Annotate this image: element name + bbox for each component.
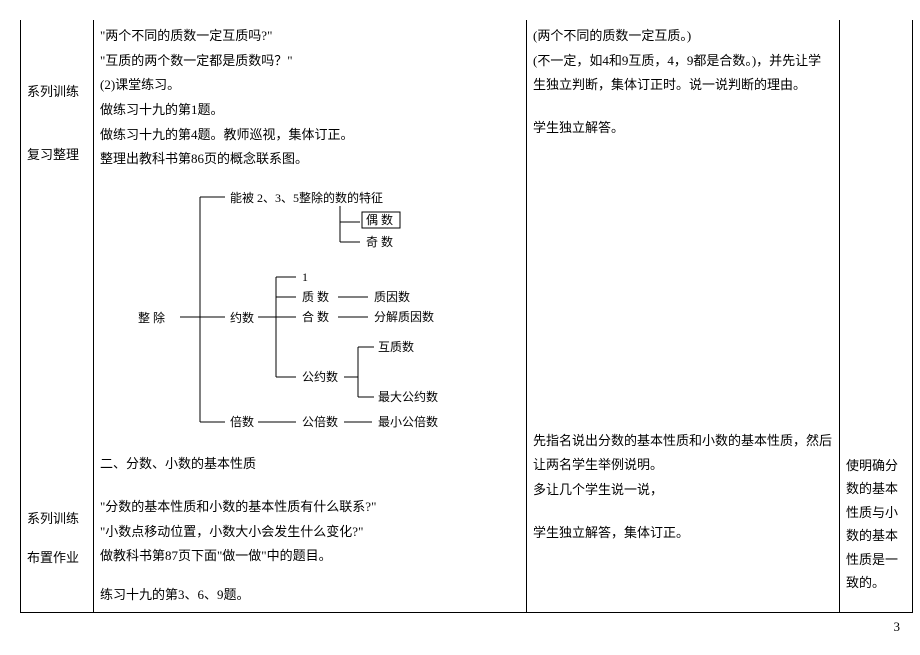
page-number: 3 bbox=[20, 619, 900, 635]
student-p6: 学生独立解答，集体订正。 bbox=[533, 521, 833, 546]
column-section-labels: 系列训练 复习整理 系列训练 布置作业 bbox=[21, 20, 94, 612]
side-note: 使明确分数的基本性质与小数的基本性质是一致的。 bbox=[846, 454, 906, 594]
teacher-p4: 做练习十九的第1题。 bbox=[100, 98, 520, 123]
label-review-organize: 复习整理 bbox=[27, 143, 87, 168]
label-series-training-1: 系列训练 bbox=[27, 80, 87, 105]
node-gcd: 最大公约数 bbox=[378, 389, 438, 404]
node-even: 偶 数 bbox=[366, 212, 393, 227]
teacher-p8: "分数的基本性质和小数的基本性质有什么联系?" bbox=[100, 495, 520, 520]
node-factorize: 分解质因数 bbox=[374, 309, 434, 324]
teacher-q2: "互质的两个数一定都是质数吗？" bbox=[100, 49, 520, 74]
page-container: 系列训练 复习整理 系列训练 布置作业 "两个不同的质数一定互质吗?" "互质的… bbox=[20, 20, 900, 613]
node-lcm: 最小公倍数 bbox=[378, 414, 438, 429]
teacher-p3: (2)课堂练习。 bbox=[100, 73, 520, 98]
node-root: 整 除 bbox=[138, 310, 165, 325]
node-prime-factor: 质因数 bbox=[374, 289, 410, 304]
teacher-p9: "小数点移动位置，小数大小会发生什么变化?" bbox=[100, 520, 520, 545]
node-common-multiple: 公倍数 bbox=[302, 414, 338, 429]
teacher-q1: "两个不同的质数一定互质吗?" bbox=[100, 24, 520, 49]
node-divisibility: 能被 2、3、5整除的数的特征 bbox=[230, 190, 383, 205]
node-divisor: 约数 bbox=[230, 310, 254, 325]
student-p2: (不一定，如4和9互质，4，9都是合数。)，并先让学生独立判断，集体订正时。说一… bbox=[533, 49, 833, 98]
lesson-plan-table: 系列训练 复习整理 系列训练 布置作业 "两个不同的质数一定互质吗?" "互质的… bbox=[20, 20, 913, 613]
student-p4: 先指名说出分数的基本性质和小数的基本性质，然后让两名学生举例说明。 bbox=[533, 429, 833, 478]
student-p3: 学生独立解答。 bbox=[533, 116, 833, 141]
concept-tree-svg: 整 除 能被 2、3、5整除的数的特征 偶 数 奇 数 约数 bbox=[130, 182, 500, 442]
node-composite: 合 数 bbox=[302, 309, 329, 324]
teacher-p11: 练习十九的第3、6、9题。 bbox=[100, 583, 520, 608]
teacher-p7: 二、分数、小数的基本性质 bbox=[100, 452, 520, 477]
node-multiple: 倍数 bbox=[230, 414, 254, 429]
concept-diagram: 整 除 能被 2、3、5整除的数的特征 偶 数 奇 数 约数 bbox=[130, 182, 520, 442]
teacher-p5: 做练习十九的第4题。教师巡视，集体订正。 bbox=[100, 123, 520, 148]
teacher-p6: 整理出教科书第86页的概念联系图。 bbox=[100, 147, 520, 172]
teacher-p10: 做教科书第87页下面"做一做"中的题目。 bbox=[100, 544, 520, 569]
column-student-activity: (两个不同的质数一定互质。) (不一定，如4和9互质，4，9都是合数。)，并先让… bbox=[527, 20, 840, 612]
node-prime: 质 数 bbox=[302, 289, 329, 304]
label-series-training-2: 系列训练 bbox=[27, 507, 87, 532]
column-teacher-activity: "两个不同的质数一定互质吗?" "互质的两个数一定都是质数吗？" (2)课堂练习… bbox=[94, 20, 527, 612]
node-odd: 奇 数 bbox=[366, 234, 393, 249]
node-one: 1 bbox=[302, 270, 308, 284]
student-p1: (两个不同的质数一定互质。) bbox=[533, 24, 833, 49]
node-coprime: 互质数 bbox=[378, 339, 414, 354]
column-notes: 使明确分数的基本性质与小数的基本性质是一致的。 bbox=[840, 20, 913, 612]
node-common-divisor: 公约数 bbox=[302, 369, 338, 384]
student-p5: 多让几个学生说一说， bbox=[533, 478, 833, 503]
label-assign-homework: 布置作业 bbox=[27, 546, 87, 571]
